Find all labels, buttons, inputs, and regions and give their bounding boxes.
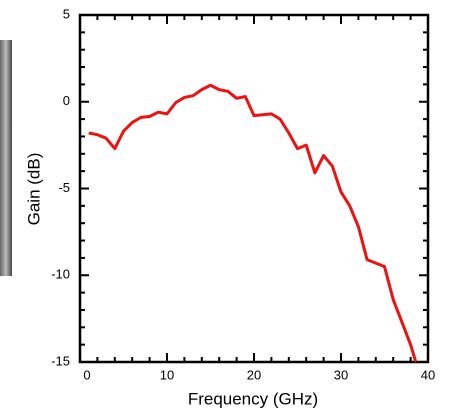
x-axis-label: Frequency (GHz)	[188, 389, 318, 408]
y-tick-label: -15	[51, 353, 70, 368]
plot-frame	[78, 13, 430, 364]
y-axis-label: Gain (dB)	[24, 153, 43, 226]
x-tick-label: 40	[421, 367, 435, 382]
y-tick-label: -10	[51, 267, 70, 282]
y-tick-label: 0	[63, 93, 70, 108]
x-tick-label: 20	[247, 367, 261, 382]
x-tick-label: 10	[160, 367, 174, 382]
x-tick-label: 30	[334, 367, 348, 382]
x-tick-label: 0	[83, 367, 90, 382]
y-tick-label: -5	[58, 180, 70, 195]
photo-fragment	[0, 40, 12, 276]
line	[88, 83, 418, 363]
y-tick-label: 5	[63, 6, 70, 21]
